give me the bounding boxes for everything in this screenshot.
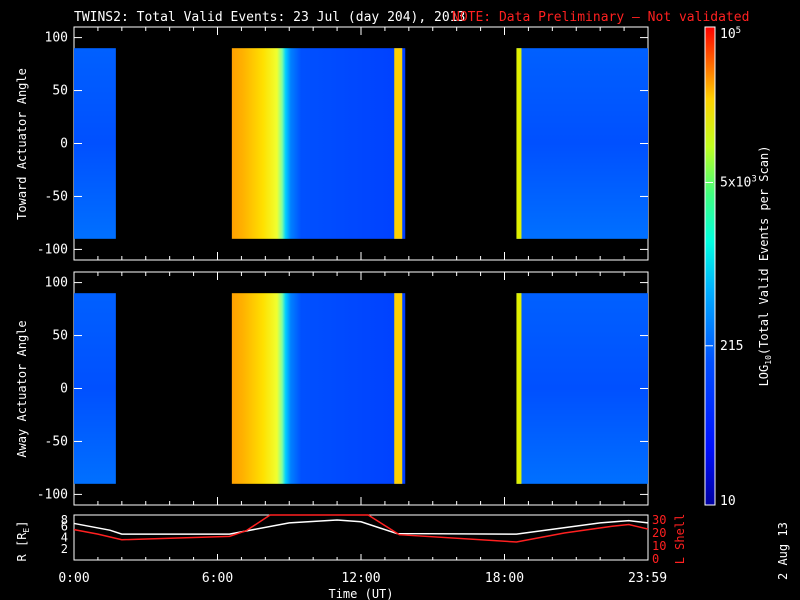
orbit-series-line — [73, 519, 649, 535]
preliminary-note: NOTE: Data Preliminary – Not validated — [452, 10, 749, 25]
orbit-series-line — [73, 514, 649, 543]
lshell-tick-label: 0 — [652, 552, 659, 566]
heatmap-edge-band — [394, 48, 403, 239]
heatmap-segment — [231, 48, 406, 239]
ytick-label: 0 — [60, 137, 68, 152]
ytick-label: -100 — [37, 242, 68, 257]
ytick-label: 100 — [45, 276, 68, 291]
orbit-ytick-label: 2 — [61, 542, 68, 556]
heatmap-edge-band — [516, 293, 522, 484]
colorbar-label: 215 — [720, 339, 743, 354]
lshell-tick-label: 20 — [652, 526, 666, 540]
ytick-label: 50 — [52, 329, 68, 344]
ytick-label: -50 — [45, 434, 68, 449]
xtick-label: 18:00 — [485, 571, 524, 586]
heatmap-segment — [516, 293, 648, 484]
ylabel-away: Away Actuator Angle — [15, 320, 29, 457]
heatmap-edge-band — [394, 293, 403, 484]
ytick-label: -50 — [45, 189, 68, 204]
colorbar-title: LOG10(Total Valid Events per Scan) — [757, 146, 773, 387]
orbit-ytick-label: 6 — [61, 519, 68, 533]
heatmap-edge-band — [516, 48, 522, 239]
orbit-ytick-label: 4 — [61, 531, 68, 545]
lshell-tick-label: 30 — [652, 513, 666, 527]
ytick-label: 100 — [45, 31, 68, 46]
colorbar-label: 105 — [720, 26, 741, 42]
colorbar-label: 5x103 — [720, 174, 757, 190]
ylabel-orbit: R [RE] — [15, 521, 31, 562]
heatmap-away: 100 50 0 -50 -100 — [37, 272, 649, 505]
xtick-label: 12:00 — [341, 571, 380, 586]
heatmap-segment — [516, 48, 648, 239]
xtick-label: 6:00 — [202, 571, 233, 586]
ylabel-toward: Toward Actuator Angle — [15, 68, 29, 220]
colorbar — [704, 26, 716, 506]
xlabel-time: Time (UT) — [328, 587, 393, 600]
ytick-label: 0 — [60, 382, 68, 397]
orbit-ytick-label: 8 — [61, 513, 68, 527]
xtick-label: 23:59 — [628, 571, 667, 586]
heatmap-segment — [231, 293, 406, 484]
colorbar-label: 10 — [720, 494, 736, 509]
figure-title: TWINS2: Total Valid Events: 23 Jul (day … — [74, 10, 465, 25]
xtick-label: 0:00 — [58, 571, 89, 586]
ylabel-lshell: L Shell — [673, 514, 687, 565]
date-stamp: 2 Aug 13 — [776, 522, 790, 580]
heatmap-toward: 100 50 0 -50 -100 — [37, 27, 649, 260]
ytick-label: -100 — [37, 487, 68, 502]
lshell-tick-label: 10 — [652, 539, 666, 553]
colorbar-labels: 105 5x103 215 10 — [705, 26, 757, 509]
ytick-label: 50 — [52, 84, 68, 99]
